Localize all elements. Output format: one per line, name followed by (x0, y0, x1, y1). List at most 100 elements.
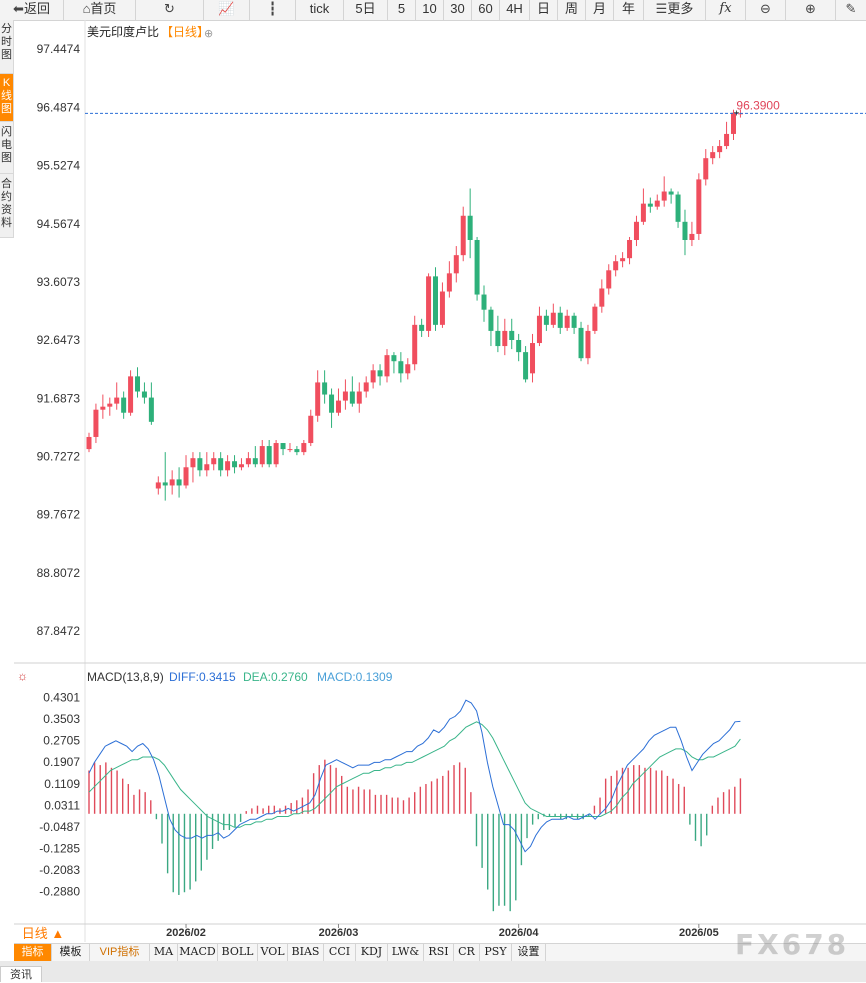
candle (675, 191, 681, 228)
candle (640, 188, 646, 225)
macd-settings-icon[interactable]: ☼ (17, 669, 28, 683)
candle-body (717, 146, 723, 153)
candle (405, 358, 411, 380)
tab-indicator-4[interactable]: MACD (178, 944, 218, 961)
sidebar-item-contract[interactable]: 合约资料 (0, 174, 13, 238)
candle-body (128, 376, 134, 413)
candle (308, 409, 314, 447)
candle (329, 388, 335, 428)
settings-icon[interactable]: ⊕ (204, 28, 213, 40)
candle-body (474, 240, 480, 295)
candle-body (93, 409, 99, 437)
min30-button[interactable]: 30 (444, 0, 472, 20)
zoom-out-button[interactable]: ⊖ (746, 0, 786, 20)
candle-body (238, 464, 244, 468)
line-chart-button[interactable]: 📈 (204, 0, 250, 20)
tab-indicator-3[interactable]: MA (150, 944, 178, 961)
candle (488, 306, 494, 347)
macd-axis: 0.4301 0.3503 0.2705 0.1907 0.1109 0.0311 -0.0… (39, 690, 80, 898)
candle-body (571, 315, 577, 328)
tab-indicator-5[interactable]: BOLL (218, 944, 258, 961)
home-button[interactable]: ⌂首页 (64, 0, 136, 20)
candle (509, 318, 515, 350)
candle-body (86, 436, 92, 450)
price-tick-label: 88.8072 (37, 566, 81, 580)
candle-body (550, 312, 556, 325)
kline-chart: 96.3900+ 97.4474 96.4874 95.5274 94.5674 93.… (14, 20, 866, 942)
last-price-label: 96.3900 (736, 98, 780, 112)
year-button[interactable]: 年 (614, 0, 644, 20)
macd-tick-label: -0.2880 (39, 885, 80, 899)
candle (578, 321, 584, 362)
candle (238, 458, 244, 471)
candle (689, 221, 695, 247)
candle-body (592, 306, 598, 331)
tab-indicator-2[interactable]: VIP指标 (90, 944, 150, 961)
candle-body (640, 203, 646, 222)
tab-indicator-13[interactable]: PSY (480, 944, 512, 961)
five-day-button[interactable]: 5日 (344, 0, 388, 20)
hour4-button[interactable]: 4H (500, 0, 530, 20)
refresh-button[interactable]: ↻ (136, 0, 204, 20)
tab-indicator-10[interactable]: LW& (388, 944, 424, 961)
zoom-in-button[interactable]: ⊕ (786, 0, 836, 20)
price-axis: 97.4474 96.4874 95.5274 94.5674 93.6073 92.64… (37, 42, 81, 638)
candle (211, 452, 217, 471)
month-button[interactable]: 月 (586, 0, 614, 20)
candle (197, 452, 203, 477)
news-tab[interactable]: 资讯 (0, 966, 42, 982)
tab-indicator-12[interactable]: CR (454, 944, 480, 961)
watermark-logo: FX678 (735, 928, 850, 961)
macd-dea-label: DEA:0.2760 (243, 670, 308, 684)
candlestick-button[interactable]: ┇ (250, 0, 296, 20)
min5-button[interactable]: 5 (388, 0, 416, 20)
candle-body (107, 403, 113, 407)
tab-indicator-14[interactable]: 设置 (512, 944, 546, 961)
macd-tick-label: -0.2083 (39, 863, 80, 877)
candle-body (335, 400, 341, 413)
period-tag: 【日线】 (161, 25, 209, 39)
min10-button[interactable]: 10 (416, 0, 444, 20)
back-button[interactable]: ⬅返回 (0, 0, 64, 20)
candle-body (114, 397, 120, 404)
formula-button[interactable]: fx (706, 0, 746, 20)
candle-body (280, 443, 286, 450)
price-tick-label: 96.4874 (37, 100, 81, 114)
tick-button[interactable]: tick (296, 0, 344, 20)
macd-tick-label: 0.4301 (43, 690, 80, 704)
refresh-icon: ↻ (164, 1, 175, 16)
candle-body (169, 479, 175, 486)
candle (100, 394, 106, 419)
tab-indicator-0[interactable]: 指标 (14, 944, 52, 961)
candle-body (710, 152, 716, 159)
chart-frame (14, 20, 866, 942)
home-label: 首页 (90, 1, 117, 16)
more-button[interactable]: ☰更多 (644, 0, 706, 20)
tab-indicator-9[interactable]: KDJ (356, 944, 388, 961)
day-button[interactable]: 日 (530, 0, 558, 20)
candle-body (301, 443, 307, 453)
sidebar-item-timeshare[interactable]: 分时图 (0, 20, 13, 74)
tab-indicator-7[interactable]: BIAS (288, 944, 324, 961)
candle (204, 452, 210, 477)
tab-indicator-6[interactable]: VOL (258, 944, 288, 961)
candle-body (135, 376, 141, 392)
tab-indicator-11[interactable]: RSI (424, 944, 454, 961)
more-label: 更多 (667, 1, 694, 16)
tab-indicator-8[interactable]: CCI (324, 944, 356, 961)
week-button[interactable]: 周 (558, 0, 586, 20)
draw-button[interactable]: ✎ (836, 0, 866, 20)
candle (474, 236, 480, 301)
sidebar-item-flash[interactable]: 闪电图 (0, 122, 13, 174)
candle (252, 446, 258, 468)
candle-body (433, 276, 438, 325)
candle-body (481, 294, 487, 310)
candle-body (204, 464, 210, 471)
tab-indicator-1[interactable]: 模板 (52, 944, 90, 961)
candle-body (668, 191, 674, 195)
period-selector[interactable]: 日线 ▲ (14, 925, 72, 943)
min60-button[interactable]: 60 (472, 0, 500, 20)
candle (419, 318, 425, 337)
